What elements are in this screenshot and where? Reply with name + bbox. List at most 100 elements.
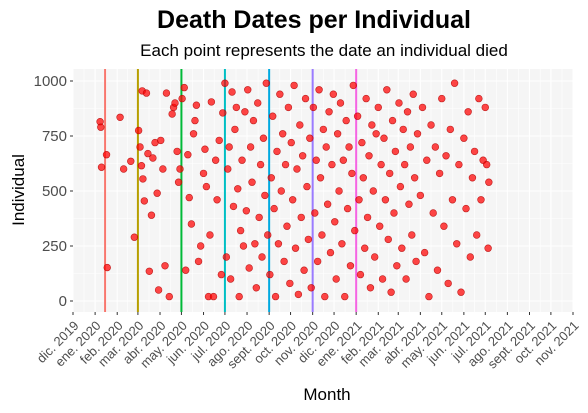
data-point <box>102 151 111 159</box>
data-point <box>462 204 470 213</box>
data-point <box>353 112 362 120</box>
data-point <box>269 112 277 120</box>
data-point <box>290 81 298 90</box>
data-point <box>251 240 259 248</box>
data-point <box>406 143 415 151</box>
data-point <box>171 99 179 107</box>
data-point <box>361 244 369 252</box>
data-point <box>258 253 266 261</box>
data-point <box>338 240 346 248</box>
data-point <box>270 204 278 213</box>
data-point <box>283 222 291 230</box>
data-point <box>228 88 236 96</box>
data-point <box>325 108 333 116</box>
data-point <box>293 165 301 173</box>
data-point <box>288 196 297 204</box>
data-point <box>333 130 342 138</box>
data-point <box>470 147 479 156</box>
y-axis-ticks: 0 250 500 750 1000 <box>34 73 73 310</box>
data-point <box>460 134 468 142</box>
data-point <box>178 94 186 103</box>
data-point <box>280 257 288 266</box>
data-point <box>261 191 269 200</box>
data-point <box>297 213 305 222</box>
data-point <box>457 288 465 296</box>
data-point <box>264 231 272 239</box>
data-point <box>396 182 405 191</box>
data-point <box>395 99 403 107</box>
data-point <box>349 81 358 90</box>
data-point <box>277 187 285 195</box>
data-point <box>145 267 154 275</box>
data-point <box>468 174 477 182</box>
data-point <box>377 160 385 169</box>
data-point <box>363 213 372 222</box>
data-point <box>403 108 412 116</box>
data-point <box>329 90 338 98</box>
data-point <box>309 103 318 112</box>
data-point <box>189 130 198 138</box>
data-point <box>402 275 410 283</box>
data-point <box>332 275 340 283</box>
data-point <box>485 178 493 186</box>
data-point <box>187 220 196 228</box>
data-point <box>339 156 348 164</box>
data-point <box>241 108 249 116</box>
data-point <box>303 182 311 191</box>
data-point <box>287 138 295 147</box>
data-point <box>140 197 149 205</box>
data-point <box>232 103 241 112</box>
data-point <box>484 244 492 252</box>
data-point <box>435 169 444 178</box>
y-tick-label: 250 <box>42 238 67 255</box>
data-point <box>239 242 248 250</box>
data-point <box>356 270 365 279</box>
data-point <box>331 218 339 226</box>
data-point <box>291 244 300 252</box>
data-point <box>296 121 304 129</box>
data-point <box>431 143 440 151</box>
data-point <box>448 196 457 204</box>
data-points <box>96 79 493 301</box>
data-point <box>450 79 459 87</box>
data-point <box>319 125 328 134</box>
data-point <box>209 292 218 301</box>
data-point <box>176 165 184 173</box>
data-point <box>298 152 307 160</box>
data-point <box>267 174 275 182</box>
data-point <box>262 79 270 87</box>
data-point <box>371 253 379 261</box>
data-point <box>97 163 106 171</box>
data-point <box>473 231 481 239</box>
data-point <box>192 101 201 109</box>
data-point <box>351 226 359 235</box>
data-point <box>341 292 349 301</box>
data-point <box>409 90 417 98</box>
data-point <box>252 284 261 292</box>
chart-subtitle: Each point represents the date an indivi… <box>140 41 508 60</box>
data-point <box>358 138 366 147</box>
data-point <box>315 86 323 94</box>
data-point <box>276 90 284 98</box>
data-point <box>159 165 167 173</box>
data-point <box>116 113 124 122</box>
data-point <box>301 94 310 103</box>
data-point <box>322 143 330 151</box>
data-point <box>385 169 394 178</box>
data-point <box>211 156 220 164</box>
data-point <box>306 134 314 142</box>
data-point <box>224 165 232 173</box>
data-point <box>369 187 377 195</box>
data-point <box>348 169 356 178</box>
data-point <box>405 200 413 208</box>
data-point <box>181 266 190 274</box>
data-point <box>246 143 255 151</box>
data-point <box>455 160 463 169</box>
data-point <box>482 160 491 169</box>
data-point <box>274 240 283 248</box>
data-point <box>173 147 181 156</box>
data-point <box>255 213 263 222</box>
data-point <box>326 248 335 257</box>
data-point <box>244 86 252 94</box>
data-point <box>440 222 448 230</box>
